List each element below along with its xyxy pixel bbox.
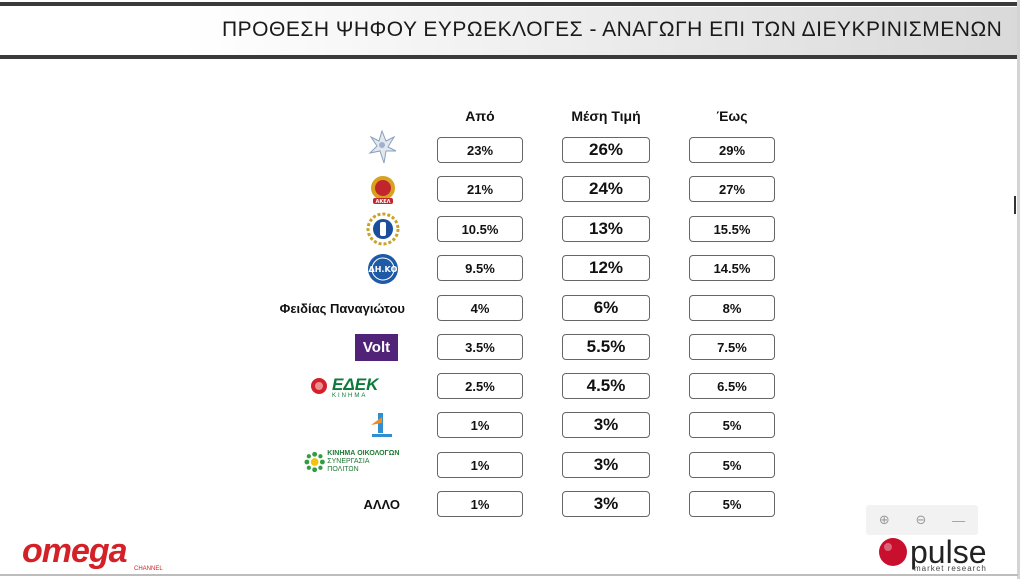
to-cell: 14.5% [689, 255, 775, 281]
greens-subtitle: ΣΥΝΕΡΓΑΣΙΑ ΠΟΛΙΤΩΝ [327, 458, 370, 473]
alma-emblem-icon [371, 413, 392, 437]
omega-logo: omega CHANNEL [22, 532, 163, 572]
zoom-out-icon[interactable]: ⊖ [915, 512, 927, 527]
from-cell: 9.5% [437, 255, 523, 281]
to-cell: 27% [689, 176, 775, 202]
page-title: ΠΡΟΘΕΣΗ ΨΗΦΟΥ ΕΥΡΩΕΚΛΟΓΕΣ - ΑΝΑΓΩΓΗ ΕΠΙ … [222, 18, 1003, 41]
title-band [0, 7, 1018, 55]
to-cell: 29% [689, 137, 775, 163]
from-cell: 1% [437, 491, 523, 517]
pulse-logo: pulse market research [878, 534, 987, 573]
from-cell: 1% [437, 412, 523, 438]
diko-emblem-icon: ΔΗ.ΚΟ [368, 254, 398, 284]
bottom-rule [0, 574, 1018, 576]
zoom-toolbar: ⊕ ⊖ — [866, 505, 978, 535]
greens-emblem-icon [304, 451, 325, 473]
greens-logo: ΚΙΝΗΜΑ ΟΙΚΟΛΟΓΩΝ ΣΥΝΕΡΓΑΣΙΑ ΠΟΛΙΤΩΝ [304, 447, 400, 477]
from-cell: 3.5% [437, 334, 523, 360]
title-banner: ΠΡΟΘΕΣΗ ΨΗΦΟΥ ΕΥΡΩΕΚΛΟΓΕΣ - ΑΝΑΓΩΓΗ ΕΠΙ … [0, 0, 1024, 60]
to-cell: 15.5% [689, 216, 775, 242]
column-header-to: Έως [716, 108, 748, 124]
disy-emblem-icon [368, 129, 397, 164]
mid-cell: 12% [562, 255, 650, 281]
zoom-reset-icon[interactable]: — [952, 512, 966, 528]
to-cell: 8% [689, 295, 775, 321]
mid-cell: 5.5% [562, 334, 650, 360]
banner-bottom-rule [0, 55, 1018, 59]
edek-logo: ΕΔΕΚ ΚΙΝΗΜΑ [308, 374, 396, 400]
scroll-indicator[interactable] [1014, 196, 1016, 214]
column-header-mid: Μέση Τιμή [571, 108, 641, 124]
greens-title: ΚΙΝΗΜΑ ΟΙΚΟΛΟΓΩΝ [327, 450, 400, 458]
mid-cell: 4.5% [562, 373, 650, 399]
from-cell: 21% [437, 176, 523, 202]
party-name: ΑΛΛΟ [363, 496, 401, 512]
mid-cell: 6% [562, 295, 650, 321]
svg-text:ΑΚΕΛ: ΑΚΕΛ [375, 199, 390, 205]
svg-text:ΔΗ.ΚΟ: ΔΗ.ΚΟ [369, 265, 398, 274]
elam-emblem-icon [366, 212, 400, 246]
to-cell: 5% [689, 412, 775, 438]
akel-logo: ΑΚΕΛ [364, 172, 400, 208]
mid-cell: 13% [562, 216, 650, 242]
from-cell: 2.5% [437, 373, 523, 399]
to-cell: 5% [689, 491, 775, 517]
diko-logo: ΔΗ.ΚΟ [364, 251, 400, 287]
rose-icon [311, 378, 327, 394]
from-cell: 4% [437, 295, 523, 321]
from-cell: 10.5% [437, 216, 523, 242]
volt-logo: Volt [355, 334, 398, 361]
volt-wordmark: Volt [362, 339, 391, 356]
zoom-in-icon[interactable]: ⊕ [878, 512, 890, 527]
window-edge [1017, 0, 1020, 579]
omega-wordmark: omega [22, 532, 128, 570]
omega-subtitle: CHANNEL [134, 566, 163, 572]
akel-emblem-icon: ΑΚΕΛ [371, 176, 395, 205]
party-label-fidias: Φειδίας Παναγιώτου [230, 296, 405, 320]
column-header-from: Από [465, 108, 495, 124]
from-cell: 1% [437, 452, 523, 478]
to-cell: 5% [689, 452, 775, 478]
banner-top-rule [0, 2, 1018, 6]
edek-subtitle: ΚΙΝΗΜΑ [332, 392, 368, 399]
mid-cell: 24% [562, 176, 650, 202]
mid-cell: 3% [562, 412, 650, 438]
alma-logo [366, 410, 396, 440]
edek-wordmark: ΕΔΕΚ [332, 374, 379, 394]
mid-cell: 26% [562, 137, 650, 163]
pulse-subtitle: market research [914, 564, 987, 573]
to-cell: 6.5% [689, 373, 775, 399]
mid-cell: 3% [562, 452, 650, 478]
pulse-ball-icon [879, 538, 907, 566]
mid-cell: 3% [562, 491, 650, 517]
from-cell: 23% [437, 137, 523, 163]
party-name: Φειδίας Παναγιώτου [279, 300, 405, 316]
disy-logo [360, 127, 400, 167]
elam-logo [364, 211, 400, 247]
party-label-other: ΑΛΛΟ [340, 492, 401, 516]
pulse-wordmark: pulse [910, 534, 987, 570]
to-cell: 7.5% [689, 334, 775, 360]
